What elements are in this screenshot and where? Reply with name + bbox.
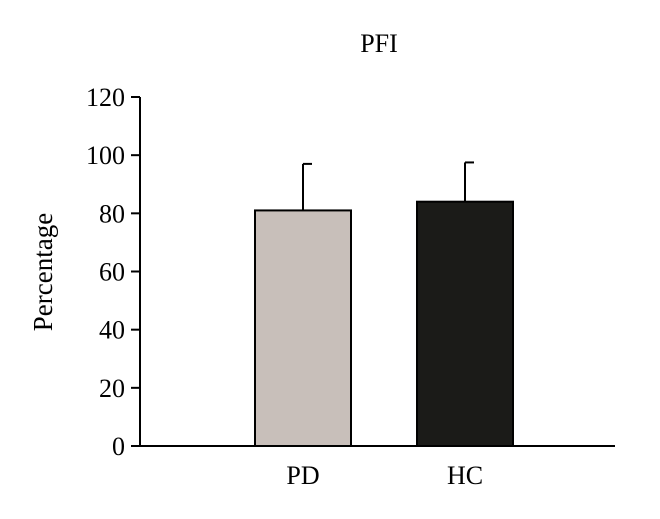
y-axis-label: Percentage	[28, 213, 58, 331]
y-tick-label: 40	[99, 316, 125, 345]
bar-hc	[416, 200, 514, 447]
chart-title: PFI	[360, 29, 398, 58]
y-tick-label: 120	[86, 83, 125, 112]
x-tick-label-pd: PD	[286, 461, 319, 490]
y-tick-label: 20	[99, 374, 125, 403]
x-tick-label-hc: HC	[447, 461, 483, 490]
y-axis-ticks: 0 20 40 60 80 100 120	[86, 83, 140, 461]
x-axis-tick-labels: PD HC	[286, 461, 483, 490]
y-tick-label: 60	[99, 258, 125, 287]
y-tick-label: 80	[99, 199, 125, 228]
y-tick-label: 0	[112, 432, 125, 461]
y-tick-label: 100	[86, 141, 125, 170]
bar-pd	[254, 209, 352, 447]
bars	[254, 200, 514, 447]
error-bars	[302, 161, 474, 211]
